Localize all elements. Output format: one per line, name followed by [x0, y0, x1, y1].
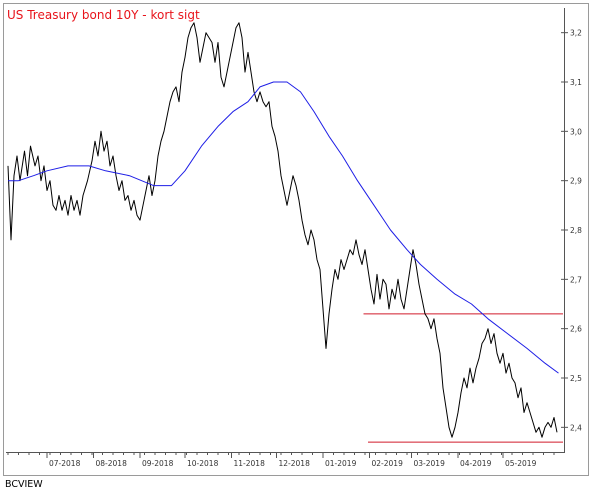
x-tick-label: 07-2018: [49, 459, 81, 468]
x-tick-label: 12-2018: [279, 459, 311, 468]
y-tick-label: 2,4: [570, 423, 582, 432]
x-tick-label: 01-2019: [325, 459, 357, 468]
x-tick-label: 08-2018: [96, 459, 128, 468]
y-tick-label: 2,6: [570, 325, 582, 334]
x-axis-ticks: 07-2018 08-2018 09-2018 10-2018 11-2018 12-20…: [46, 452, 537, 468]
x-tick-label: 11-2018: [234, 459, 266, 468]
y-tick-label: 2,5: [570, 374, 582, 383]
series-line-moving-average: [8, 81, 559, 374]
series-line-yield: [7, 22, 558, 438]
y-tick-label: 3,0: [570, 127, 582, 136]
y-tick-label: 2,7: [570, 275, 582, 284]
series-group: [7, 22, 559, 438]
x-tick-label: 05-2019: [505, 459, 537, 468]
x-tick-label: 10-2018: [187, 459, 219, 468]
y-tick-label: 3,1: [570, 78, 582, 87]
plot-area: 2,4 2,5 2,6 2,7 2,8 2,9 3,0 3,1 3,2 07-2018 08-20…: [6, 8, 582, 468]
chart-title: US Treasury bond 10Y - kort sigt: [7, 8, 200, 22]
x-tick-label: 03-2019: [414, 459, 446, 468]
x-tick-label: 04-2019: [460, 459, 492, 468]
support-lines: [363, 313, 563, 443]
x-minor-ticks: [7, 452, 555, 455]
y-tick-label: 3,2: [570, 29, 582, 38]
chart-frame: [3, 3, 589, 476]
y-tick-label: 2,8: [570, 226, 582, 235]
y-axis-ticks: 2,4 2,5 2,6 2,7 2,8 2,9 3,0 3,1 3,2: [561, 29, 582, 432]
x-tick-label: 09-2018: [142, 459, 174, 468]
y-tick-label: 2,9: [570, 177, 582, 186]
footer-label: BCVIEW: [5, 479, 43, 490]
x-tick-label: 02-2019: [372, 459, 404, 468]
